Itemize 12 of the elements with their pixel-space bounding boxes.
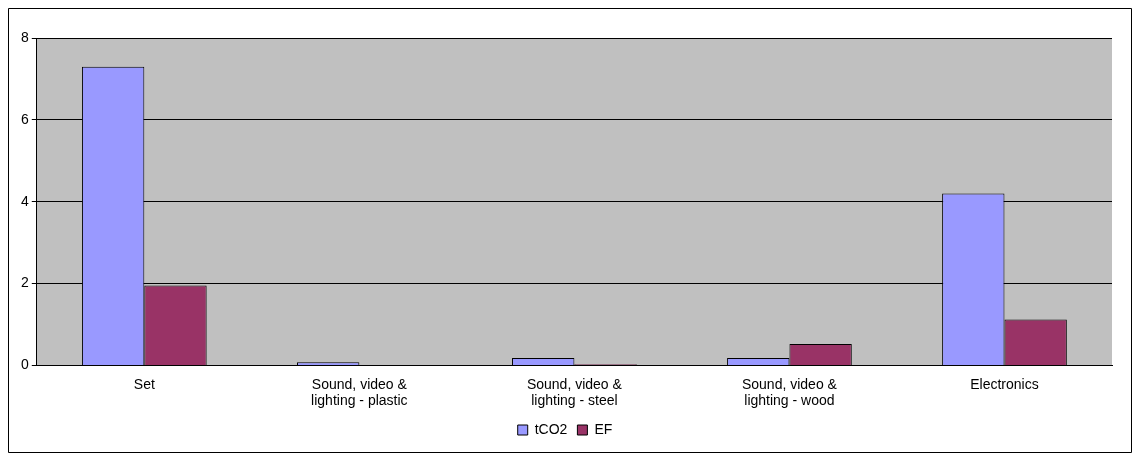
x-tick-label: Sound, video & lighting - plastic	[311, 375, 408, 409]
x-tick-label: Set	[133, 375, 155, 392]
y-tick-label: 2	[20, 274, 29, 291]
y-tick-label: 4	[20, 192, 29, 209]
y-tick-label: 6	[20, 110, 29, 127]
legend-label: EF	[594, 420, 613, 437]
x-tick-label: Electronics	[970, 375, 1039, 392]
legend-label: tCO2	[534, 420, 568, 437]
y-tick-label: 8	[20, 28, 29, 45]
x-tick-label: Sound, video & lighting - steel	[526, 375, 623, 409]
y-tick-label: 0	[20, 356, 29, 373]
x-tick-label: Sound, video & lighting - wood	[741, 375, 838, 409]
